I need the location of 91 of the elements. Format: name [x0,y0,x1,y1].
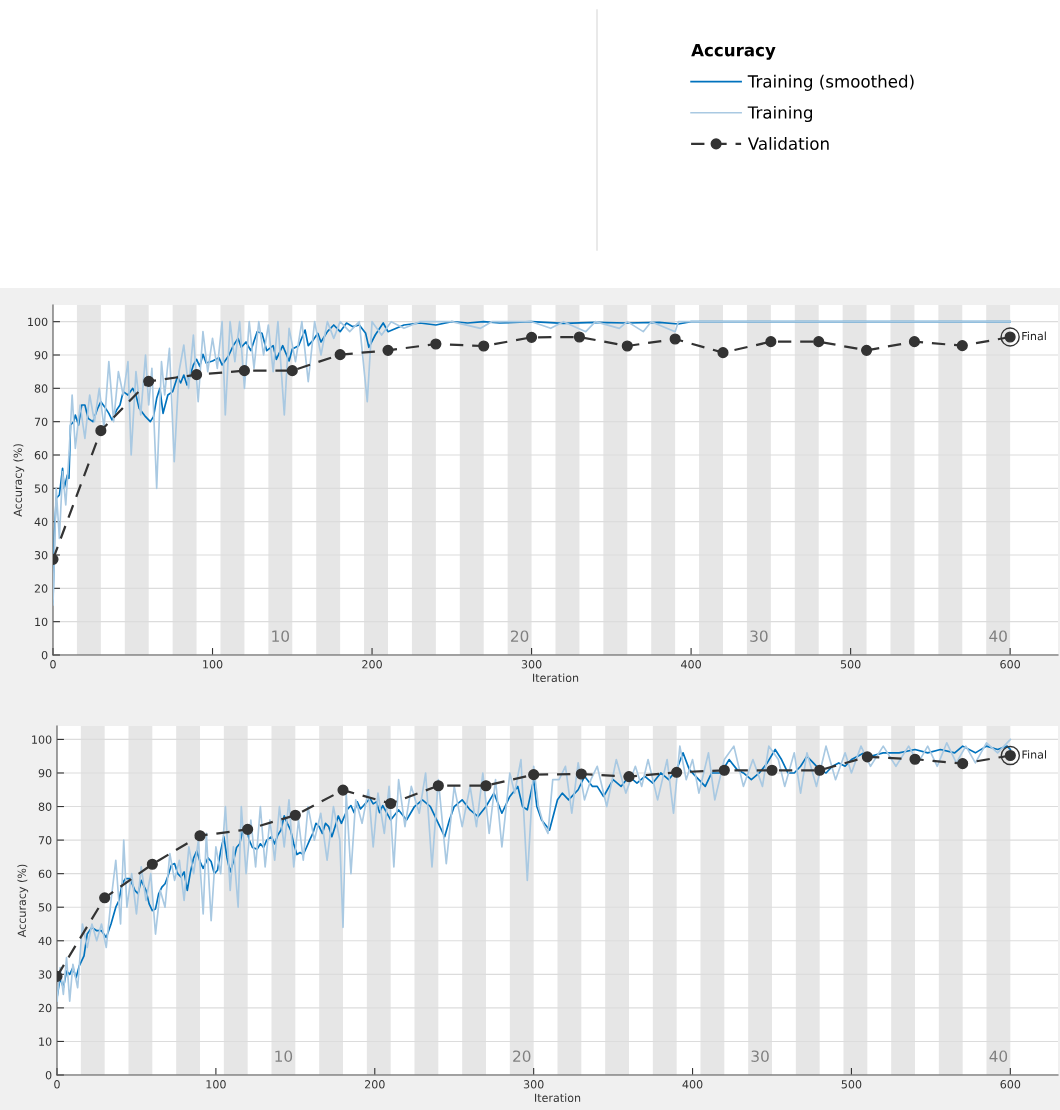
band-label: 10 [275,1050,293,1062]
point [861,344,873,356]
y-tick-label: 20 [38,1003,52,1013]
point [718,764,730,776]
x-tick-label: 300 [523,1080,544,1089]
y-tick-label: 90 [38,768,52,778]
y-tick-label: 90 [34,350,48,360]
y-tick-label: 0 [41,650,48,660]
point [573,331,585,343]
point [191,369,203,381]
x-tick-label: 200 [364,1080,385,1089]
point [238,365,250,377]
x-axis-title: Iteration [533,673,579,682]
y-tick-label: 40 [38,936,52,946]
x-tick-label: 600 [1000,1080,1021,1089]
point [623,771,635,783]
x-tick-label: 400 [681,660,701,669]
y-axis-title: Accuracy (%) [17,864,29,938]
y-tick-label: 70 [38,836,52,845]
point [814,764,826,776]
x-tick-label: 100 [206,1080,226,1089]
point [334,349,346,361]
point [669,333,681,345]
point [430,338,442,350]
point [337,784,349,796]
band-label: 30 [750,630,768,642]
point [621,340,633,352]
annotation: Final [1022,750,1047,759]
point [194,830,206,842]
point [480,780,492,792]
x-tick-label: 0 [54,1080,60,1089]
point [99,892,111,904]
band-label: 30 [751,1050,769,1062]
band-label: 20 [513,1050,531,1062]
x-tick-label: 500 [840,660,861,669]
y-tick-label: 0 [45,1070,52,1080]
y-tick-label: 40 [34,517,48,527]
point [143,375,155,387]
x-tick-label: 600 [1000,660,1021,669]
point [146,858,158,870]
legend-title: Accuracy [691,44,776,60]
y-tick-label: 30 [38,970,52,979]
x-tick-label: 500 [841,1080,862,1089]
y-tick-label: 60 [38,869,52,879]
y-tick-label: 60 [34,450,48,460]
legend-label: Training (smoothed) [747,74,914,91]
y-tick-label: 100 [32,735,52,744]
legend-label: Validation [747,137,829,150]
band-label: 20 [511,630,529,642]
annotation: Final [1022,331,1046,341]
y-tick-label: 50 [34,484,48,493]
y-axis-title: Accuracy (%) [13,444,25,517]
point [717,347,729,359]
point [478,340,490,352]
x-tick-label: 400 [682,1080,703,1089]
point [765,336,777,348]
point [289,809,301,821]
point [909,753,921,765]
band-label: 40 [989,630,1007,642]
legend-label: Training [747,105,813,123]
x-axis-title: Iteration [535,1093,581,1102]
band-label: 40 [989,1050,1008,1062]
point [813,336,825,348]
band-label: 10 [272,630,290,642]
point [385,797,397,810]
point [861,751,873,763]
y-tick-label: 50 [38,903,52,912]
y-tick-label: 30 [34,550,48,560]
point [526,331,538,343]
y-tick-label: 10 [35,617,48,627]
point [242,823,254,835]
y-tick-label: 80 [34,384,48,393]
y-tick-label: 10 [39,1037,52,1046]
point [382,344,394,356]
point [432,780,444,792]
y-tick-label: 80 [38,802,52,811]
point [766,764,778,776]
y-tick-label: 100 [28,317,48,327]
point [671,766,683,778]
point [286,365,298,377]
y-tick-label: 70 [34,417,48,427]
point [908,336,920,348]
point [528,769,540,781]
point [956,340,968,352]
x-tick-label: 200 [362,660,382,669]
x-tick-label: 300 [521,660,542,669]
point [957,758,969,770]
point [575,768,587,780]
point [95,425,107,437]
y-tick-label: 20 [34,584,48,593]
x-tick-label: 100 [203,660,223,669]
